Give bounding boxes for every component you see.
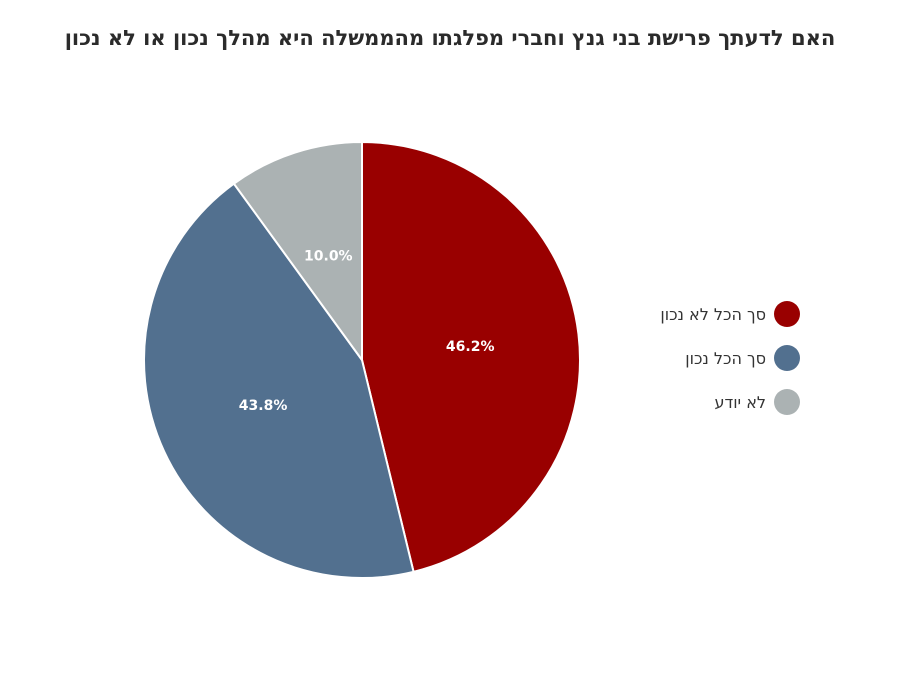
legend-item-not-correct[interactable]: סך הכל לא נכון [660,300,800,328]
pie-label-correct: 43.8% [239,398,288,414]
pie-slice-dont-know[interactable] [232,140,363,364]
pie-label-dont-know: 10.0% [304,248,353,264]
legend: סך הכל לא נכון סך הכל נכון לא יודע [660,300,800,416]
legend-swatch [774,389,800,415]
legend-item-dont-know[interactable]: לא יודע [660,388,800,416]
legend-label: סך הכל לא נכון [660,304,766,324]
pie-slice-correct[interactable] [143,182,415,579]
legend-label: לא יודע [714,392,766,412]
pie-label-not-correct: 46.2% [446,339,495,355]
pie-value-labels: 46.2% 43.8% 10.0% [239,248,495,413]
legend-swatch [774,345,800,371]
pie-slices [143,140,581,579]
legend-swatch [774,301,800,327]
pie-slice-not-correct[interactable] [361,140,581,574]
legend-label: סך הכל נכון [685,348,766,368]
chart-title: האם לדעתך פרישת בני גנץ וחברי מפלגתו מהמ… [64,26,836,50]
legend-item-correct[interactable]: סך הכל נכון [660,344,800,372]
